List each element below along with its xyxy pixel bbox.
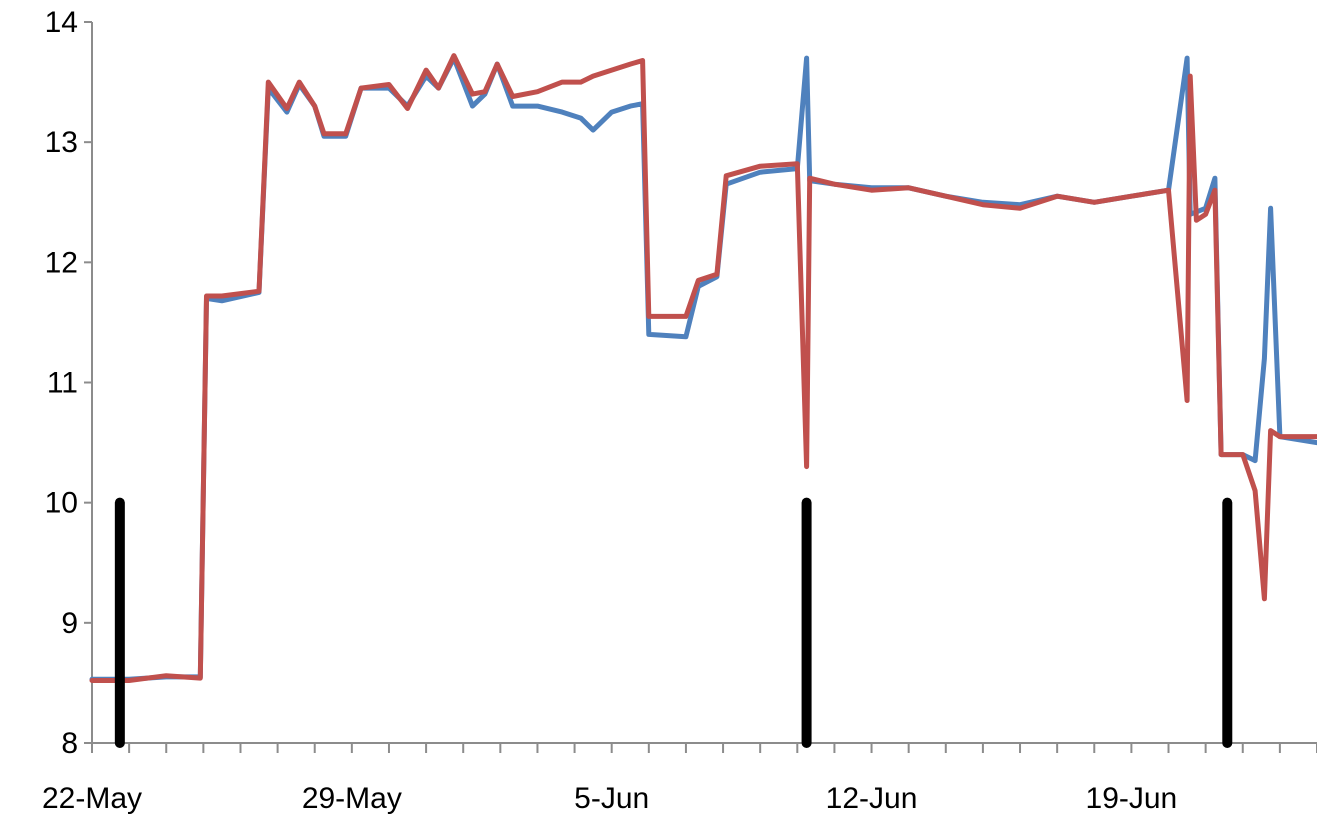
series-line-0: [89, 55, 1317, 682]
x-tick-label: 22-May: [42, 782, 142, 815]
y-tick-label: 13: [45, 126, 78, 159]
x-tick-label: 29-May: [302, 782, 402, 815]
y-axis: 8 9 10 11 12 13 14: [45, 6, 93, 760]
series-line-1: [89, 53, 1317, 683]
y-tick-label: 11: [47, 367, 78, 400]
series-layer: [89, 53, 1317, 683]
y-tick-label: 10: [45, 487, 78, 520]
x-tick-label: 5-Jun: [574, 782, 649, 815]
event-markers: [114, 497, 1233, 748]
x-tick-label: 19-Jun: [1086, 782, 1178, 815]
y-tick-label: 9: [61, 607, 78, 640]
x-tick-label: 12-Jun: [826, 782, 918, 815]
y-tick-label: 14: [45, 6, 78, 39]
y-tick-label: 8: [61, 727, 78, 760]
y-tick-label: 12: [45, 246, 78, 279]
x-axis: 22-May 29-May 5-Jun 12-Jun 19-Jun: [42, 742, 1317, 815]
